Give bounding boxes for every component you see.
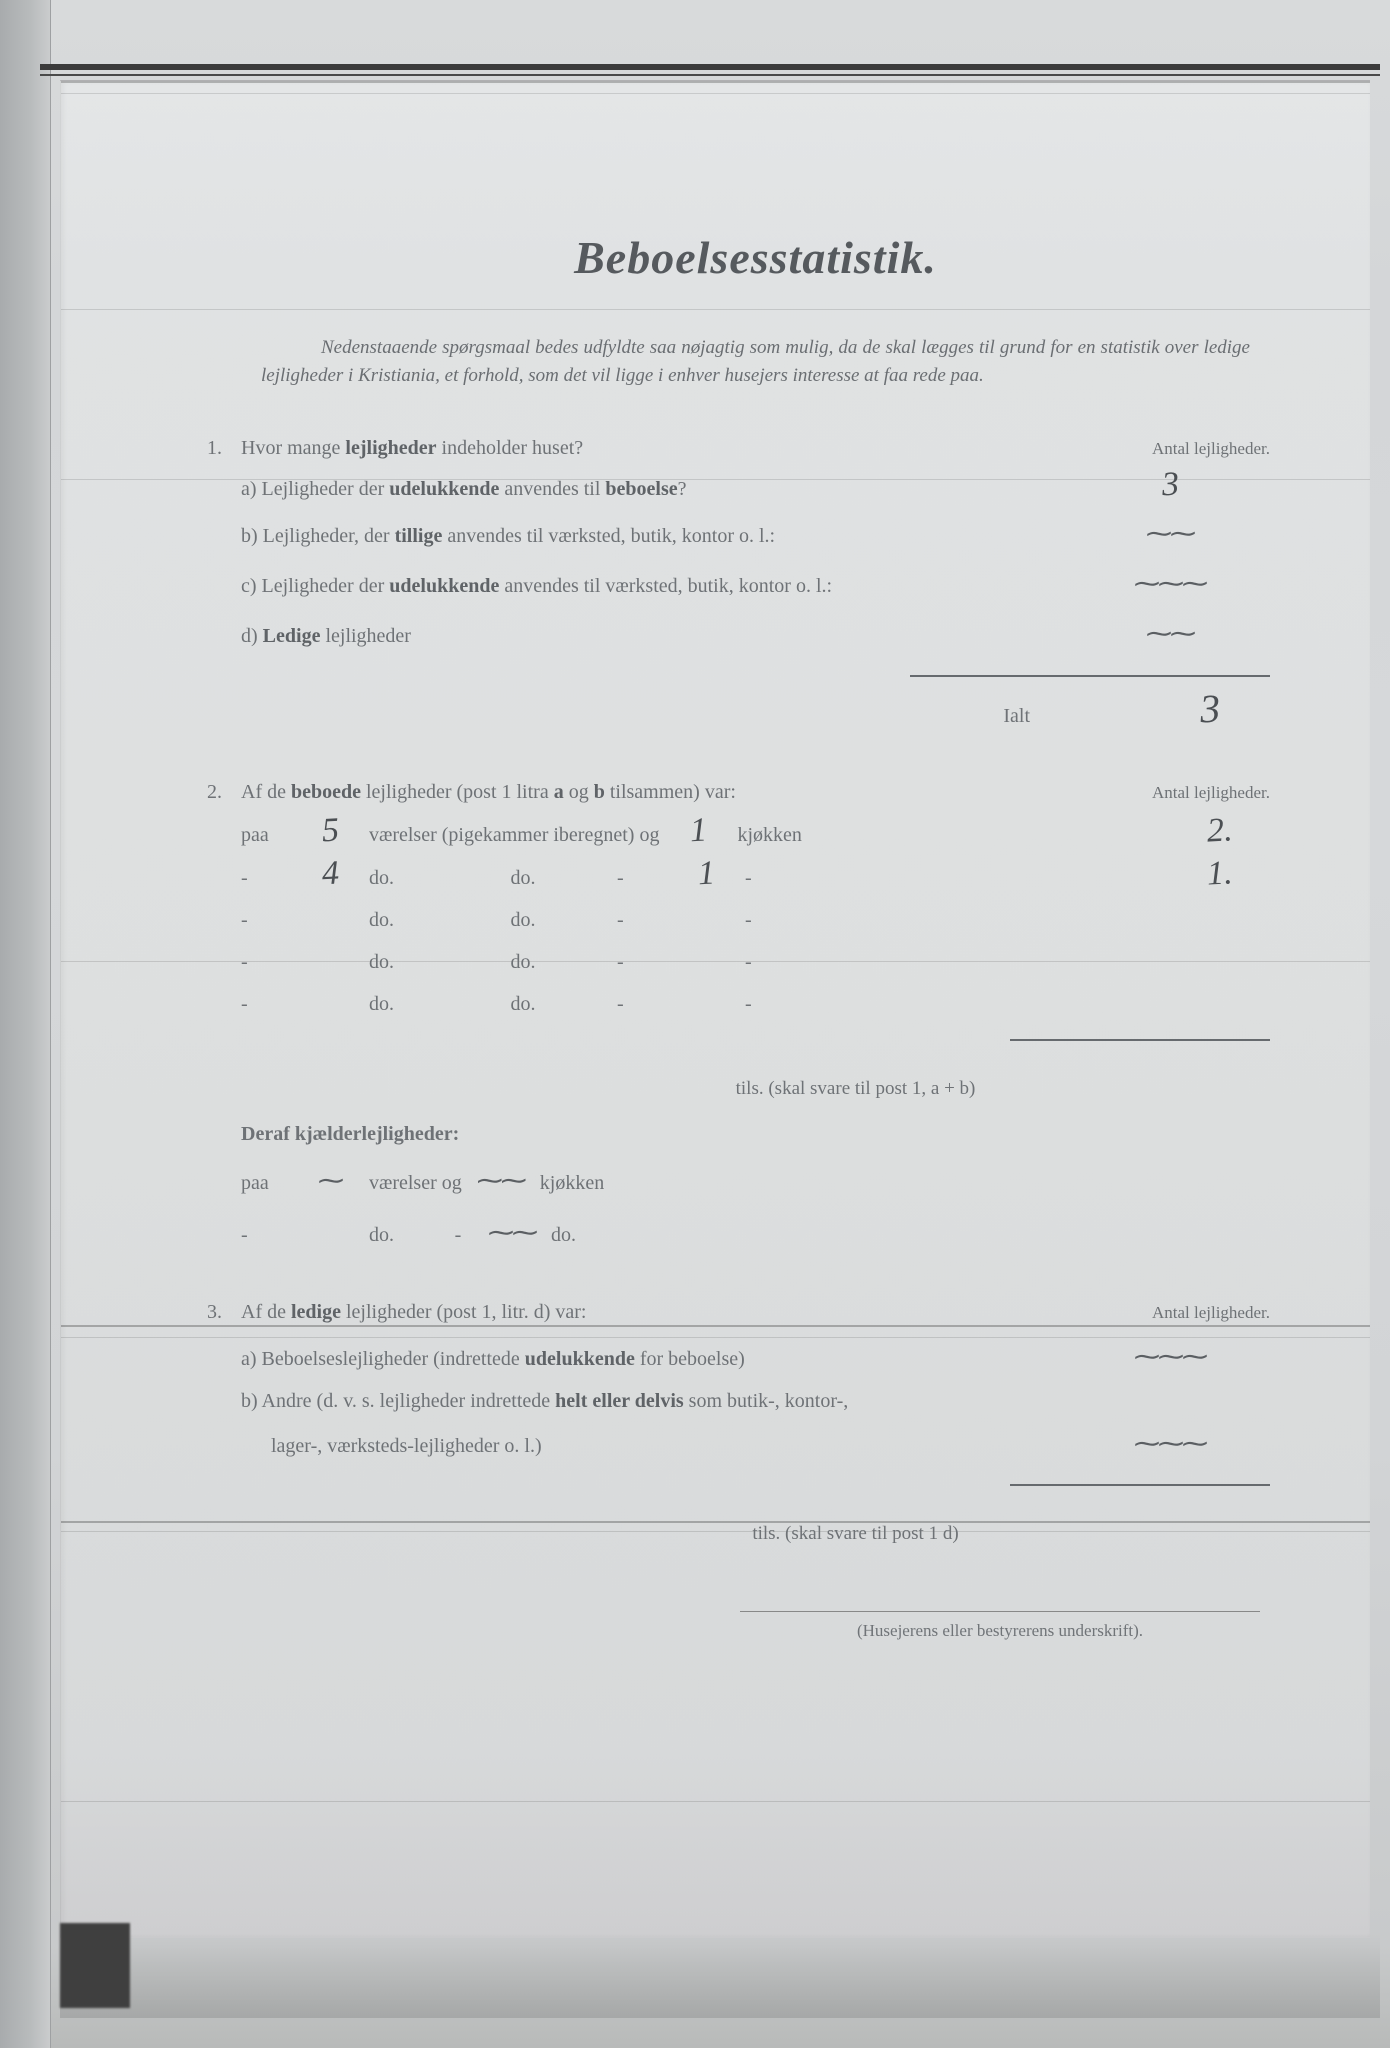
q3-answer-b: ⁓⁓⁓ bbox=[1134, 1429, 1206, 1458]
table-row: - do. do. - - bbox=[241, 987, 1270, 1021]
q1-right-label: Antal lejligheder. bbox=[1152, 435, 1270, 464]
q3-answer-a: ⁓⁓⁓ bbox=[1134, 1342, 1206, 1371]
intro-paragraph: Nedenstaaende spørgsmaal bedes udfyldte … bbox=[261, 334, 1250, 389]
cell-do: do. bbox=[443, 861, 603, 895]
q1-item-c: c) Lejligheder der udelukkende anvendes … bbox=[241, 569, 1070, 603]
cell-do: do. bbox=[443, 903, 603, 937]
cell-rooms: 4 bbox=[321, 859, 339, 887]
q1-answer-b: ⁓⁓ bbox=[1146, 519, 1194, 548]
cell-squiggle: ⁓ bbox=[318, 1166, 342, 1195]
q2-heading: Af de beboede lejligheder (post 1 litra … bbox=[241, 775, 736, 809]
rule-line bbox=[61, 1801, 1370, 1802]
q2-tils-note: tils. (skal svare til post 1, a + b) bbox=[441, 1073, 1270, 1105]
q2-right-label: Antal lejligheder. bbox=[1152, 779, 1270, 808]
table-row: paa ⁓ værelser og ⁓⁓ kjøkken bbox=[241, 1159, 1270, 1203]
cell-paa: - bbox=[241, 861, 291, 895]
rule-line bbox=[61, 93, 1370, 94]
scan-frame: Beboelsesstatistik. Nedenstaaende spørgs… bbox=[0, 0, 1390, 2048]
cell-paa: paa bbox=[241, 818, 291, 852]
q3-item-a: a) Beboelseslejligheder (indrettede udel… bbox=[241, 1342, 1070, 1376]
q1-ialt-value: 3 bbox=[1199, 692, 1221, 725]
signature-caption-wrap: (Husejerens eller bestyrerens underskrif… bbox=[740, 1621, 1260, 1641]
q1-answer-c: ⁓⁓⁓ bbox=[1134, 569, 1206, 598]
rule-line bbox=[61, 81, 1370, 83]
q3-number: 3. bbox=[207, 1295, 222, 1329]
cell-squiggle: ⁓⁓ bbox=[477, 1166, 525, 1195]
q1-number: 1. bbox=[207, 431, 222, 465]
table-row: - do. - ⁓⁓ do. bbox=[241, 1211, 1270, 1255]
q1-heading: Hvor mange lejligheder indeholder huset? bbox=[241, 431, 583, 465]
cell-do: do. bbox=[369, 903, 429, 937]
cell-count: 2. bbox=[1207, 816, 1234, 844]
q3-separator bbox=[1010, 1484, 1270, 1486]
table-row: - 4 do. do. - 1 - 1. bbox=[241, 860, 1270, 895]
cell-do: do. bbox=[369, 945, 429, 979]
cell-kitchen: 1 bbox=[697, 859, 715, 887]
q1-item-b: b) Lejligheder, der tillige anvendes til… bbox=[241, 519, 1070, 553]
question-2: 2. Af de beboede lejligheder (post 1 lit… bbox=[241, 775, 1270, 1256]
content-area: Beboelsesstatistik. Nedenstaaende spørgs… bbox=[241, 231, 1270, 1550]
cell-txt: værelser og bbox=[369, 1166, 462, 1200]
cell-do: do. bbox=[369, 1218, 429, 1252]
cell-txt: kjøkken bbox=[540, 1166, 604, 1200]
signature-caption: (Husejerens eller bestyrerens underskrif… bbox=[740, 1621, 1260, 1641]
q1-separator bbox=[910, 675, 1270, 677]
cell-do: do. bbox=[551, 1218, 576, 1252]
table-row: - do. do. - - bbox=[241, 903, 1270, 937]
cell-squiggle: ⁓⁓ bbox=[488, 1218, 536, 1247]
cell-count: 1. bbox=[1207, 859, 1234, 887]
cell-kitchen-txt: kjøkken bbox=[737, 818, 801, 852]
q3-right-label: Antal lejligheder. bbox=[1152, 1299, 1270, 1328]
q3-tils-note: tils. (skal svare til post 1 d) bbox=[441, 1518, 1270, 1550]
q3-item-b-line1: b) Andre (d. v. s. lejligheder indretted… bbox=[241, 1384, 1070, 1418]
table-row: paa 5 værelser (pigekammer iberegnet) og… bbox=[241, 817, 1270, 852]
question-1: 1. Hvor mange lejligheder indeholder hus… bbox=[241, 431, 1270, 733]
q2-table: paa 5 værelser (pigekammer iberegnet) og… bbox=[241, 817, 1270, 1021]
signature-line bbox=[740, 1611, 1260, 1612]
bottom-fade bbox=[60, 1933, 1380, 2018]
q1-item-d: d) Ledige lejligheder bbox=[241, 619, 1070, 653]
cell-rooms-txt: værelser (pigekammer iberegnet) og bbox=[369, 818, 659, 852]
left-margin-strip bbox=[0, 0, 51, 2048]
cell-rooms: 5 bbox=[321, 816, 339, 844]
frame-top-bar-2 bbox=[40, 74, 1380, 76]
cell-do: do. bbox=[369, 987, 429, 1021]
q1-ialt-label: Ialt bbox=[1003, 699, 1030, 733]
question-3: 3. Af de ledige lejligheder (post 1, lit… bbox=[241, 1295, 1270, 1550]
q3-heading: Af de ledige lejligheder (post 1, litr. … bbox=[241, 1295, 586, 1329]
q3-item-b-line2: lager-, værksteds-lejligheder o. l.) bbox=[241, 1429, 1070, 1463]
cell-paa: paa bbox=[241, 1166, 291, 1200]
q2-separator bbox=[1010, 1039, 1270, 1041]
frame-top-bar bbox=[40, 64, 1380, 70]
cell-do: do. bbox=[443, 987, 603, 1021]
q1-answer-a: 3 bbox=[1161, 471, 1179, 499]
cell-dash: - bbox=[745, 861, 752, 895]
document-page: Beboelsesstatistik. Nedenstaaende spørgs… bbox=[60, 80, 1370, 1938]
q1-item-a: a) Lejligheder der udelukkende anvendes … bbox=[241, 472, 1070, 506]
q2-number: 2. bbox=[207, 775, 222, 809]
cell-do: do. bbox=[369, 861, 429, 895]
cell-do: do. bbox=[443, 945, 603, 979]
cell-kitchen: 1 bbox=[689, 816, 707, 844]
bottom-dark-block bbox=[60, 1923, 130, 2008]
q2-deraf-heading: Deraf kjælderlejligheder: bbox=[241, 1117, 1270, 1151]
document-title: Beboelsesstatistik. bbox=[241, 231, 1270, 284]
q1-answer-d: ⁓⁓ bbox=[1146, 619, 1194, 648]
table-row: - do. do. - - bbox=[241, 945, 1270, 979]
